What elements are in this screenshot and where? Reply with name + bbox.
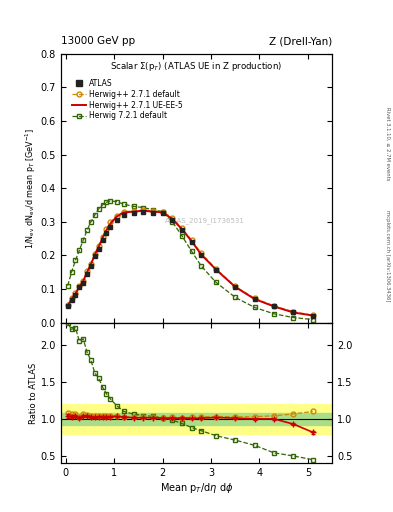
Legend: ATLAS, Herwig++ 2.7.1 default, Herwig++ 2.7.1 UE-EE-5, Herwig 7.2.1 default: ATLAS, Herwig++ 2.7.1 default, Herwig++ …: [70, 76, 185, 123]
Text: Z (Drell-Yan): Z (Drell-Yan): [269, 36, 332, 46]
Text: Rivet 3.1.10, ≥ 2.7M events: Rivet 3.1.10, ≥ 2.7M events: [385, 106, 390, 180]
Text: ATLAS_2019_I1736531: ATLAS_2019_I1736531: [165, 217, 244, 224]
Y-axis label: Ratio to ATLAS: Ratio to ATLAS: [29, 362, 38, 423]
X-axis label: Mean p$_T$/d$\eta$ d$\phi$: Mean p$_T$/d$\eta$ d$\phi$: [160, 481, 233, 495]
Y-axis label: 1/N$_{\rm ev}$ dN$_{\rm ev}$/d mean p$_T$ [GeV$^{-1}$]: 1/N$_{\rm ev}$ dN$_{\rm ev}$/d mean p$_T…: [24, 127, 38, 249]
Text: mcplots.cern.ch [arXiv:1306.3436]: mcplots.cern.ch [arXiv:1306.3436]: [385, 210, 390, 302]
Text: 13000 GeV pp: 13000 GeV pp: [61, 36, 135, 46]
Text: Scalar $\Sigma$(p$_T$) (ATLAS UE in Z production): Scalar $\Sigma$(p$_T$) (ATLAS UE in Z pr…: [110, 60, 283, 74]
